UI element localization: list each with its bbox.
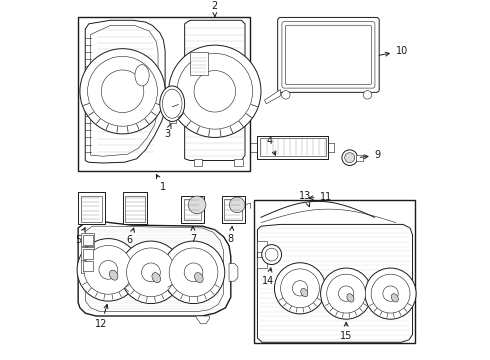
Ellipse shape [152, 273, 161, 283]
Circle shape [177, 53, 253, 129]
Circle shape [371, 274, 410, 313]
Polygon shape [196, 316, 210, 324]
Circle shape [101, 70, 144, 113]
Text: 5: 5 [75, 228, 85, 246]
Circle shape [274, 263, 325, 314]
Polygon shape [229, 264, 238, 281]
Bar [257, 257, 268, 268]
Circle shape [383, 286, 398, 301]
Bar [122, 193, 147, 224]
Bar [81, 233, 95, 246]
Bar [260, 139, 325, 156]
Circle shape [345, 153, 355, 163]
Bar [257, 136, 328, 159]
Bar [194, 159, 202, 166]
Text: 3: 3 [164, 123, 171, 139]
Bar [81, 195, 101, 221]
Bar [356, 155, 363, 161]
Bar [85, 214, 96, 221]
Bar [257, 241, 268, 252]
Circle shape [188, 196, 206, 214]
Circle shape [169, 248, 218, 297]
Circle shape [320, 268, 372, 319]
Text: 12: 12 [95, 305, 108, 329]
Text: 14: 14 [262, 268, 274, 286]
Circle shape [184, 263, 203, 282]
Ellipse shape [301, 288, 308, 297]
FancyBboxPatch shape [282, 22, 375, 88]
Bar [224, 199, 242, 220]
Text: 6: 6 [126, 228, 134, 246]
Bar [78, 193, 105, 224]
Circle shape [88, 57, 157, 126]
Bar [190, 52, 208, 75]
Ellipse shape [135, 65, 149, 86]
Text: 13: 13 [299, 191, 312, 207]
Bar [125, 195, 145, 221]
Ellipse shape [109, 270, 118, 280]
Text: 2: 2 [212, 1, 218, 17]
Bar [81, 260, 95, 273]
Circle shape [363, 91, 372, 99]
Text: 1: 1 [156, 175, 167, 192]
Polygon shape [91, 26, 158, 156]
Circle shape [77, 239, 140, 301]
Bar [83, 249, 93, 259]
Circle shape [282, 91, 290, 99]
Bar [83, 235, 93, 245]
Bar [83, 261, 93, 271]
Bar [254, 199, 416, 343]
Circle shape [293, 281, 308, 296]
Circle shape [84, 246, 133, 294]
FancyBboxPatch shape [278, 17, 379, 93]
Ellipse shape [160, 86, 185, 121]
Polygon shape [185, 20, 245, 161]
Text: 4: 4 [267, 136, 276, 155]
Circle shape [281, 269, 319, 308]
Circle shape [262, 245, 282, 265]
Bar [234, 159, 243, 166]
Bar [78, 17, 250, 171]
Text: 11: 11 [309, 192, 332, 202]
Circle shape [194, 71, 236, 112]
Circle shape [229, 197, 245, 213]
Text: 15: 15 [340, 322, 352, 341]
Text: 9: 9 [360, 150, 381, 160]
Circle shape [169, 45, 261, 138]
Circle shape [339, 286, 354, 301]
Polygon shape [78, 221, 231, 316]
Circle shape [120, 241, 182, 303]
Bar [122, 216, 133, 222]
Circle shape [327, 274, 366, 313]
Circle shape [99, 261, 118, 279]
Bar [181, 196, 204, 222]
Circle shape [142, 263, 160, 282]
Polygon shape [265, 90, 280, 104]
Circle shape [80, 49, 165, 134]
Circle shape [365, 268, 416, 319]
Polygon shape [257, 224, 413, 342]
Ellipse shape [347, 294, 354, 302]
Text: 8: 8 [228, 226, 234, 244]
Bar [81, 247, 95, 261]
Bar [184, 199, 201, 220]
Circle shape [342, 150, 358, 166]
Text: 10: 10 [379, 46, 408, 56]
Polygon shape [85, 226, 224, 311]
Ellipse shape [163, 89, 182, 118]
Polygon shape [85, 20, 165, 163]
Ellipse shape [391, 294, 398, 302]
Ellipse shape [195, 273, 203, 283]
Text: 7: 7 [191, 226, 196, 244]
Circle shape [162, 241, 225, 303]
Bar [222, 196, 245, 222]
Circle shape [126, 248, 175, 297]
FancyBboxPatch shape [286, 25, 371, 85]
Circle shape [265, 248, 278, 261]
